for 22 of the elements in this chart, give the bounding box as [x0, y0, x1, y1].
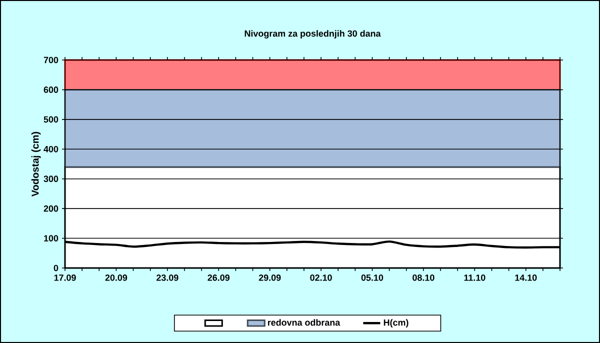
y-tick-label: 100	[44, 235, 58, 242]
x-tick-label: 26.09	[208, 274, 230, 281]
chart-title: Nivogram za poslednjih 30 dana	[244, 30, 381, 39]
x-tick-label: 08.10	[412, 274, 434, 281]
y-tick-label: 700	[44, 56, 58, 64]
y-tick-label: 600	[44, 86, 58, 93]
y-tick-label: 200	[44, 205, 58, 212]
x-tick-label: 11.10	[464, 274, 486, 281]
x-tick-label: 05.10	[361, 274, 384, 281]
y-tick-label: 500	[44, 116, 58, 123]
y-tick-label: 300	[44, 176, 58, 182]
x-tick-label: 23.09	[156, 274, 178, 281]
x-tick-label: 20.09	[105, 274, 128, 281]
x-tick-label: 14.10	[515, 274, 537, 281]
legend-label: redovna odbrana	[268, 319, 340, 326]
y-axis-title: Vodostaj (cm)	[31, 132, 41, 197]
x-tick-label: 17.09	[54, 274, 76, 281]
y-tick-label: 400	[44, 146, 58, 152]
x-tick-label: 29.09	[258, 274, 281, 281]
x-tick-label: 02.10	[310, 274, 332, 281]
y-tick-label: 0	[54, 264, 58, 272]
legend-label: H(cm)	[384, 319, 408, 328]
